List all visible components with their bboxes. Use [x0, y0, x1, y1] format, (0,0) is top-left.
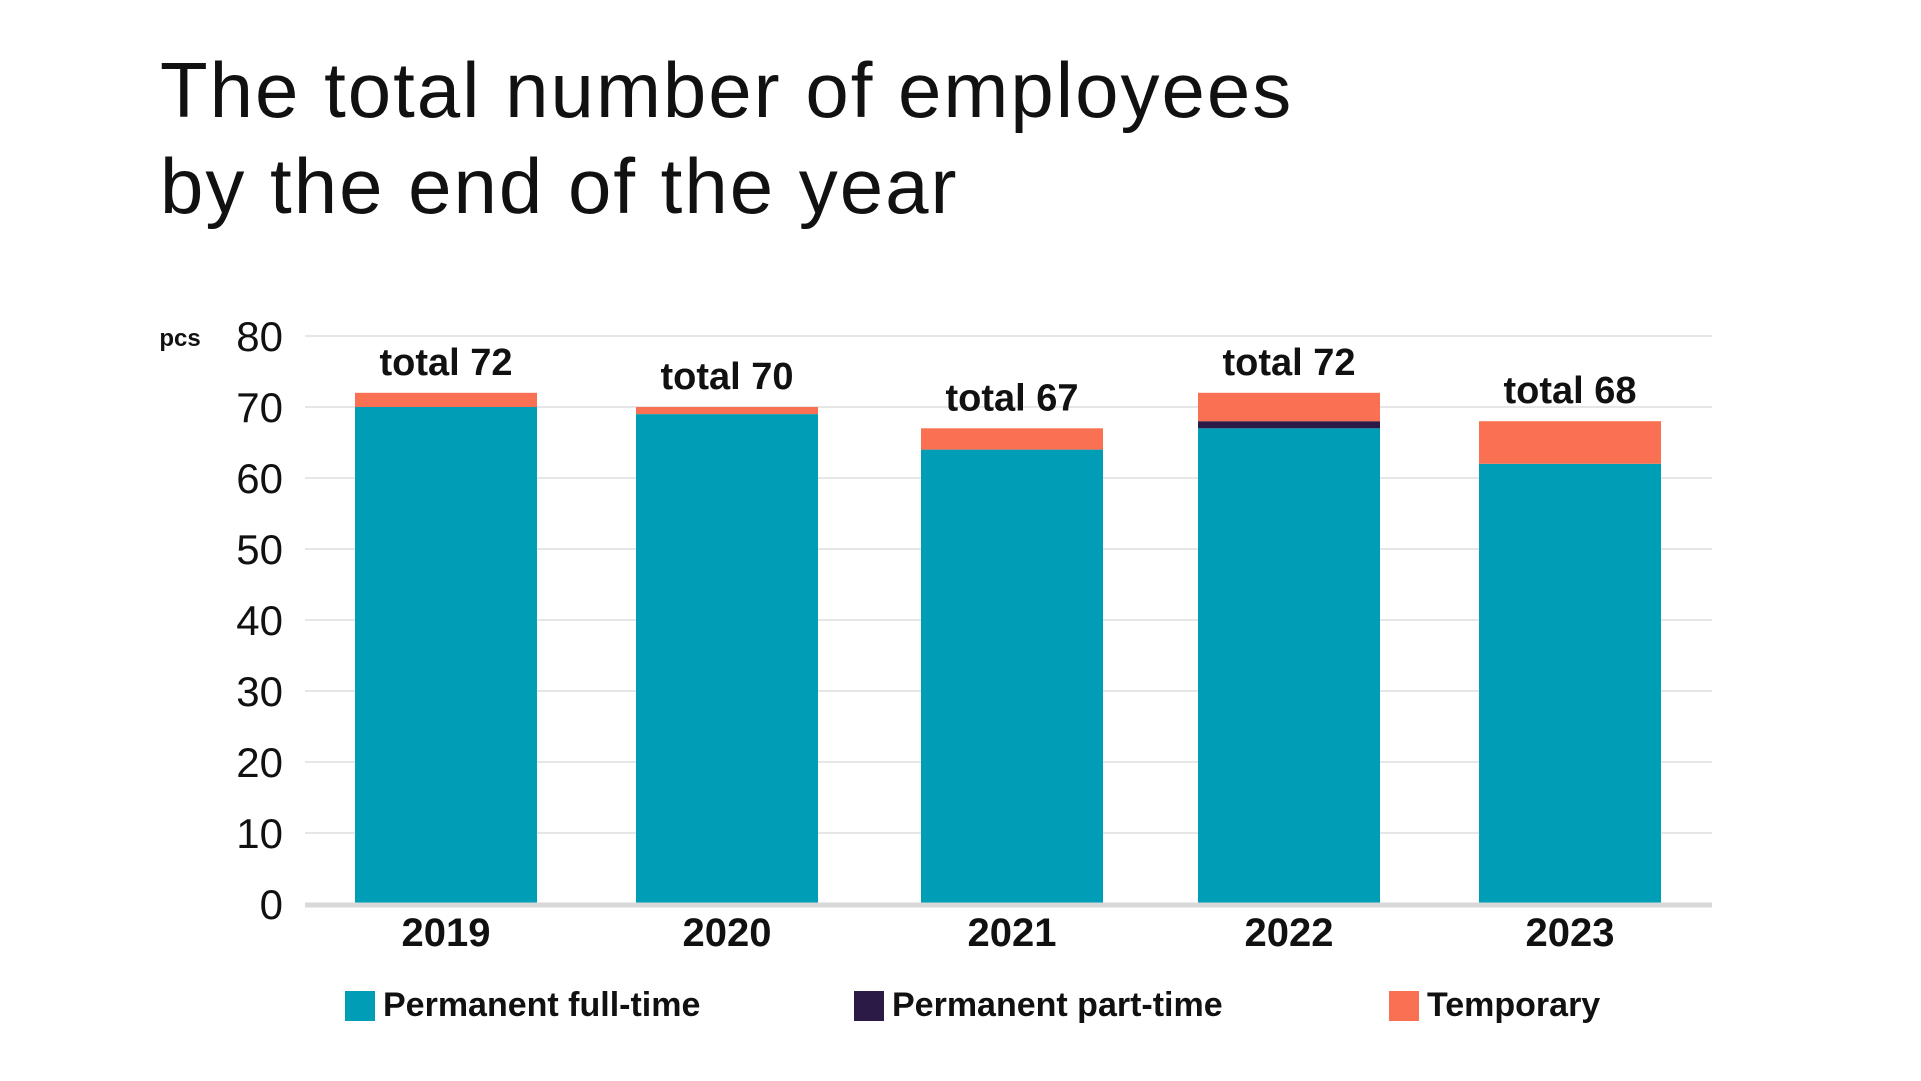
x-tick-label-2020: 2020: [683, 911, 772, 955]
bar-2020-permanent-full-time: [636, 414, 818, 904]
bar-2019-temporary: [355, 392, 537, 407]
y-axis-unit-label: pcs: [159, 325, 200, 352]
legend-item-permanent-full-time: Permanent full-time: [345, 986, 700, 1025]
y-tick-label-20: 20: [236, 739, 283, 786]
bar-2019-permanent-full-time: [355, 407, 537, 904]
bar-2020-temporary: [636, 407, 818, 415]
bar-2022-permanent-part-time: [1198, 421, 1380, 429]
bar-2021-permanent-full-time: [921, 449, 1103, 904]
y-tick-label-30: 30: [236, 668, 283, 715]
legend-swatch-permanent-part-time: [854, 990, 884, 1021]
y-tick-label-0: 0: [260, 881, 283, 928]
total-label-2020: total 70: [660, 356, 793, 398]
bar-2021-temporary: [921, 428, 1103, 450]
bar-2022-temporary: [1198, 392, 1380, 422]
legend-label-permanent-part-time: Permanent part-time: [892, 986, 1223, 1024]
legend-item-temporary: Temporary: [1389, 986, 1600, 1025]
legend-swatch-temporary: [1389, 990, 1419, 1021]
chart-title-line-1: The total number of employees: [160, 46, 1294, 134]
legend-swatch-permanent-full-time: [345, 990, 375, 1021]
bar-2023-temporary: [1479, 421, 1661, 464]
y-tick-label-70: 70: [236, 384, 283, 431]
bar-2023-permanent-full-time: [1479, 463, 1661, 904]
y-tick-label-10: 10: [236, 810, 283, 857]
x-tick-label-2019: 2019: [402, 911, 491, 955]
x-tick-label-2022: 2022: [1245, 911, 1334, 955]
total-label-2022: total 72: [1222, 342, 1355, 384]
legend-label-permanent-full-time: Permanent full-time: [383, 986, 701, 1024]
x-tick-label-2021: 2021: [968, 911, 1057, 955]
x-tick-label-2023: 2023: [1526, 911, 1615, 955]
y-tick-label-50: 50: [236, 526, 283, 573]
chart-title: The total number of employees by the end…: [160, 42, 1660, 234]
y-tick-label-60: 60: [236, 455, 283, 502]
legend-item-permanent-part-time: Permanent part-time: [854, 986, 1223, 1025]
total-label-2021: total 67: [945, 377, 1078, 419]
chart-title-line-2: by the end of the year: [160, 142, 959, 230]
y-tick-label-80: 80: [236, 313, 283, 360]
total-label-2023: total 68: [1503, 370, 1636, 412]
chart-legend: Permanent full-time Permanent part-time …: [0, 986, 1921, 1026]
legend-label-temporary: Temporary: [1427, 986, 1601, 1024]
y-tick-label-40: 40: [236, 597, 283, 644]
bar-2022-permanent-full-time: [1198, 428, 1380, 904]
total-label-2019: total 72: [379, 342, 512, 384]
